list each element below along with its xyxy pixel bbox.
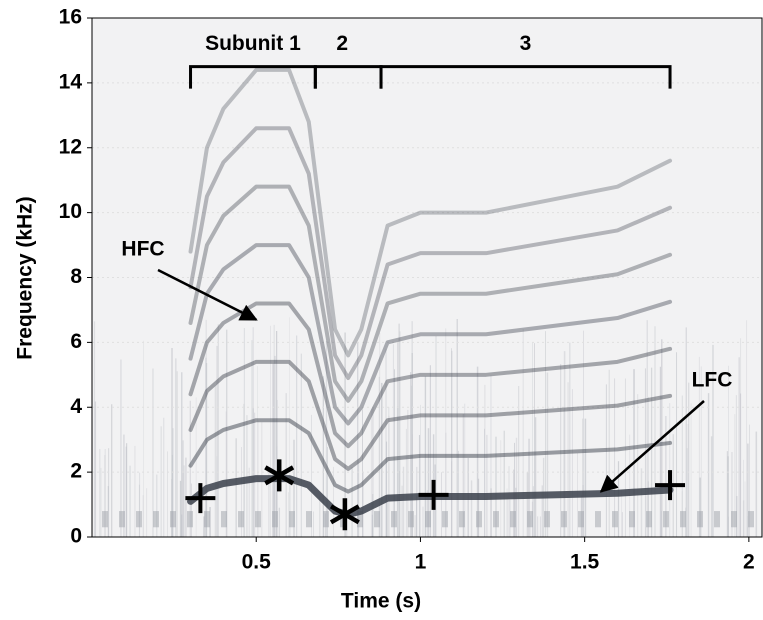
noise-band: [289, 511, 295, 528]
y-tick-label: 6: [70, 330, 82, 353]
noise-band: [714, 511, 720, 528]
noise-band: [119, 511, 125, 528]
noise-band: [527, 511, 533, 528]
y-tick-label: 10: [59, 200, 82, 223]
noise-band: [561, 511, 567, 528]
noise-band: [357, 511, 363, 528]
x-axis-label: Time (s): [341, 590, 421, 613]
y-tick-label: 2: [70, 460, 82, 483]
star-marker: [329, 498, 360, 531]
x-tick-label: 1: [415, 551, 427, 574]
noise-band: [204, 511, 210, 528]
annotation-label: LFC: [692, 369, 733, 392]
harmonic: [188, 243, 673, 426]
x-tick-label: 0.5: [242, 551, 272, 574]
y-tick-label: 8: [70, 265, 82, 288]
y-tick-label: 4: [70, 395, 82, 418]
noise-band: [510, 511, 516, 528]
noise-band: [238, 511, 244, 528]
noise-band: [578, 511, 584, 528]
noise-band: [680, 511, 686, 528]
annotation-arrow: [599, 400, 705, 493]
noise-band: [136, 511, 142, 528]
harmonic: [188, 359, 673, 471]
plot-layer: [92, 18, 762, 537]
noise-band: [102, 511, 108, 528]
noise-band: [187, 511, 193, 528]
plus-marker: [418, 479, 449, 510]
noise-band: [170, 511, 176, 528]
noise-band: [442, 511, 448, 528]
noise-band: [272, 511, 278, 528]
noise-band: [476, 511, 482, 528]
subunit-label: 2: [336, 32, 348, 55]
noise-band: [629, 511, 635, 528]
y-tick-label: 14: [59, 70, 83, 93]
noise-band: [391, 511, 397, 528]
noise-band: [731, 511, 737, 528]
noise-band: [425, 511, 431, 528]
noise-band: [323, 511, 329, 528]
noise-band: [255, 511, 261, 528]
noise-band: [612, 511, 618, 528]
y-tick-label: 0: [70, 525, 82, 548]
noise-band: [459, 511, 465, 528]
noise-band: [544, 511, 550, 528]
noise-band: [646, 511, 652, 528]
star-marker: [264, 459, 295, 492]
noise-band: [493, 511, 499, 528]
x-tick-label: 1.5: [570, 551, 600, 574]
harmonic: [188, 126, 673, 381]
subunit-label: 3: [520, 32, 532, 55]
noise-band: [306, 511, 312, 528]
noise-band: [153, 511, 159, 528]
harmonic: [188, 67, 673, 358]
noise-band: [374, 511, 380, 528]
y-axis-label: Frequency (kHz): [14, 196, 37, 359]
harmonic: [188, 418, 673, 494]
plus-marker: [655, 470, 686, 501]
harmonic: [188, 184, 673, 403]
y-tick-label: 12: [59, 135, 82, 158]
noise-band: [697, 511, 703, 528]
subunit-label: Subunit 1: [205, 32, 301, 55]
noise-band: [663, 511, 669, 528]
noise-band: [748, 511, 754, 528]
plus-marker: [185, 483, 216, 514]
noise-band: [221, 511, 227, 528]
subunit-bracket: [379, 65, 672, 89]
y-tick-label: 16: [59, 6, 82, 29]
annotation-label: HFC: [121, 238, 164, 261]
noise-band: [408, 511, 414, 528]
x-tick-label: 2: [743, 551, 755, 574]
annotation-arrow: [157, 268, 258, 321]
noise-band: [595, 511, 601, 528]
